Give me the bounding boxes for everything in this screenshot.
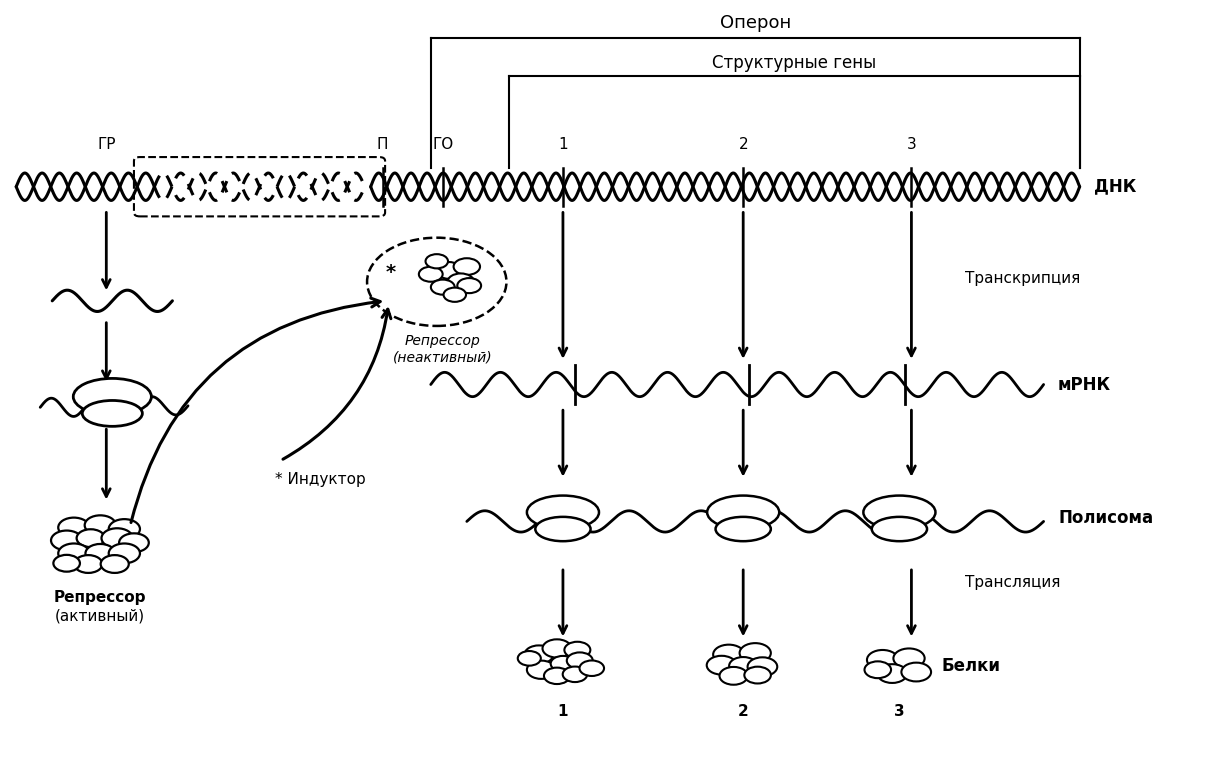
Text: Трансляция: Трансляция xyxy=(966,574,1061,590)
Ellipse shape xyxy=(864,495,935,529)
Ellipse shape xyxy=(871,517,927,541)
Circle shape xyxy=(51,531,82,551)
Circle shape xyxy=(419,267,443,281)
Circle shape xyxy=(713,644,744,664)
Circle shape xyxy=(109,544,140,563)
Circle shape xyxy=(720,667,748,684)
Ellipse shape xyxy=(715,517,771,541)
Circle shape xyxy=(431,280,455,295)
Circle shape xyxy=(730,657,757,675)
Circle shape xyxy=(877,664,908,683)
Circle shape xyxy=(748,657,777,676)
Circle shape xyxy=(448,274,474,290)
Circle shape xyxy=(901,663,930,681)
Text: 2: 2 xyxy=(738,138,748,152)
Ellipse shape xyxy=(707,495,779,529)
Circle shape xyxy=(74,555,103,573)
Text: ДНК: ДНК xyxy=(1094,178,1136,196)
Circle shape xyxy=(454,258,480,275)
Text: Полисома: Полисома xyxy=(1058,508,1153,527)
Ellipse shape xyxy=(526,495,599,529)
Circle shape xyxy=(444,288,466,302)
Circle shape xyxy=(526,661,555,679)
Text: П: П xyxy=(378,138,388,152)
Text: 1: 1 xyxy=(558,138,567,152)
Text: 1: 1 xyxy=(558,704,569,719)
Circle shape xyxy=(566,652,593,669)
Text: Репрессор: Репрессор xyxy=(54,590,146,605)
Circle shape xyxy=(102,528,133,548)
Text: Репрессор: Репрессор xyxy=(405,334,480,348)
Circle shape xyxy=(564,642,590,658)
Circle shape xyxy=(109,519,140,539)
Text: мРНК: мРНК xyxy=(1058,375,1111,394)
Circle shape xyxy=(542,639,571,657)
Circle shape xyxy=(100,555,128,573)
Text: Оперон: Оперон xyxy=(720,15,791,32)
Circle shape xyxy=(85,515,116,535)
Circle shape xyxy=(86,544,115,563)
Circle shape xyxy=(744,667,771,684)
Circle shape xyxy=(119,534,149,552)
Circle shape xyxy=(53,555,80,571)
Text: Транскрипция: Транскрипция xyxy=(966,271,1081,285)
Ellipse shape xyxy=(74,378,151,415)
Circle shape xyxy=(707,656,737,674)
Circle shape xyxy=(436,262,462,279)
Circle shape xyxy=(893,648,924,668)
Circle shape xyxy=(551,656,575,671)
Circle shape xyxy=(739,643,771,663)
Circle shape xyxy=(563,667,587,682)
Circle shape xyxy=(58,518,90,538)
Text: ГО: ГО xyxy=(432,138,454,152)
Text: (неактивный): (неактивный) xyxy=(393,350,492,365)
Text: ГР: ГР xyxy=(97,138,116,152)
Circle shape xyxy=(524,645,553,664)
Text: Белки: Белки xyxy=(941,657,1001,675)
Circle shape xyxy=(580,661,604,676)
Circle shape xyxy=(518,651,541,666)
Text: 3: 3 xyxy=(894,704,905,719)
FancyArrowPatch shape xyxy=(283,309,391,459)
Circle shape xyxy=(426,255,448,268)
Text: (активный): (активный) xyxy=(56,609,145,624)
Text: 2: 2 xyxy=(738,704,749,719)
Circle shape xyxy=(544,667,570,684)
Circle shape xyxy=(457,278,482,293)
Circle shape xyxy=(864,661,891,678)
FancyArrowPatch shape xyxy=(131,298,380,522)
Ellipse shape xyxy=(535,517,590,541)
Text: *: * xyxy=(386,263,396,282)
Circle shape xyxy=(76,529,105,547)
Circle shape xyxy=(866,650,898,670)
Circle shape xyxy=(58,544,90,563)
Text: 3: 3 xyxy=(906,138,916,152)
Text: Структурные гены: Структурные гены xyxy=(713,54,876,72)
Ellipse shape xyxy=(82,401,143,426)
Text: * Индуктор: * Индуктор xyxy=(275,472,365,487)
